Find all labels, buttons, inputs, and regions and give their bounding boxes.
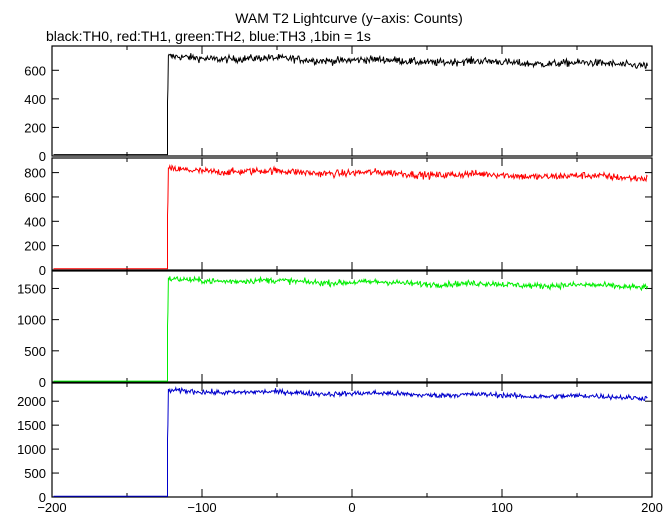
panel-th0: 0 200 400 600 [24,45,653,164]
y-tick-label: 1500 [17,281,46,296]
y-tick-label: 2000 [17,394,46,409]
y-tick-label: 600 [24,63,46,78]
y-tick-label: 500 [24,466,46,481]
y-tick-label: 400 [24,214,46,229]
panel-th3: 0 500 1000 1500 2000 [17,382,653,505]
y-tick-label: 600 [24,190,46,205]
x-tick-label: 0 [348,500,355,515]
panel-th2: 0 500 1000 1500 [17,270,653,390]
chart-subtitle: black:TH0, red:TH1, green:TH2, blue:TH3 … [46,28,371,44]
x-tick-label: 200 [641,500,663,515]
y-tick-label: 0 [39,149,46,164]
y-tick-label: 0 [39,490,46,505]
x-axis: −200 −100 0 100 200 [37,500,663,515]
y-tick-label: 200 [24,120,46,135]
y-tick-label: 800 [24,166,46,181]
y-tick-label: 1000 [17,313,46,328]
y-tick-label: 500 [24,344,46,359]
x-tick-label: −200 [37,500,66,515]
panel-frame [51,382,653,498]
y-tick-label: 0 [39,263,46,278]
series-line-th1 [53,163,648,270]
y-tick-label: 400 [24,92,46,107]
chart-title: WAM T2 Lightcurve (y−axis: Counts) [235,10,463,26]
x-tick-label: 100 [491,500,513,515]
y-tick-label: 1500 [17,418,46,433]
y-tick-label: 200 [24,239,46,254]
panel-frame [51,270,653,383]
series-line-th2 [53,275,648,382]
y-tick-label: 1000 [17,442,46,457]
series-line-th0 [53,53,648,156]
panel-th1: 0 200 400 600 800 [24,157,653,278]
series-line-th3 [53,386,648,497]
panel-frame [51,157,653,271]
x-tick-label: −100 [187,500,216,515]
panels-layer: 0 200 400 600 0 200 400 600 800 0 500 1000 1500 0 500 1… [17,45,653,505]
y-tick-label: 0 [39,375,46,390]
